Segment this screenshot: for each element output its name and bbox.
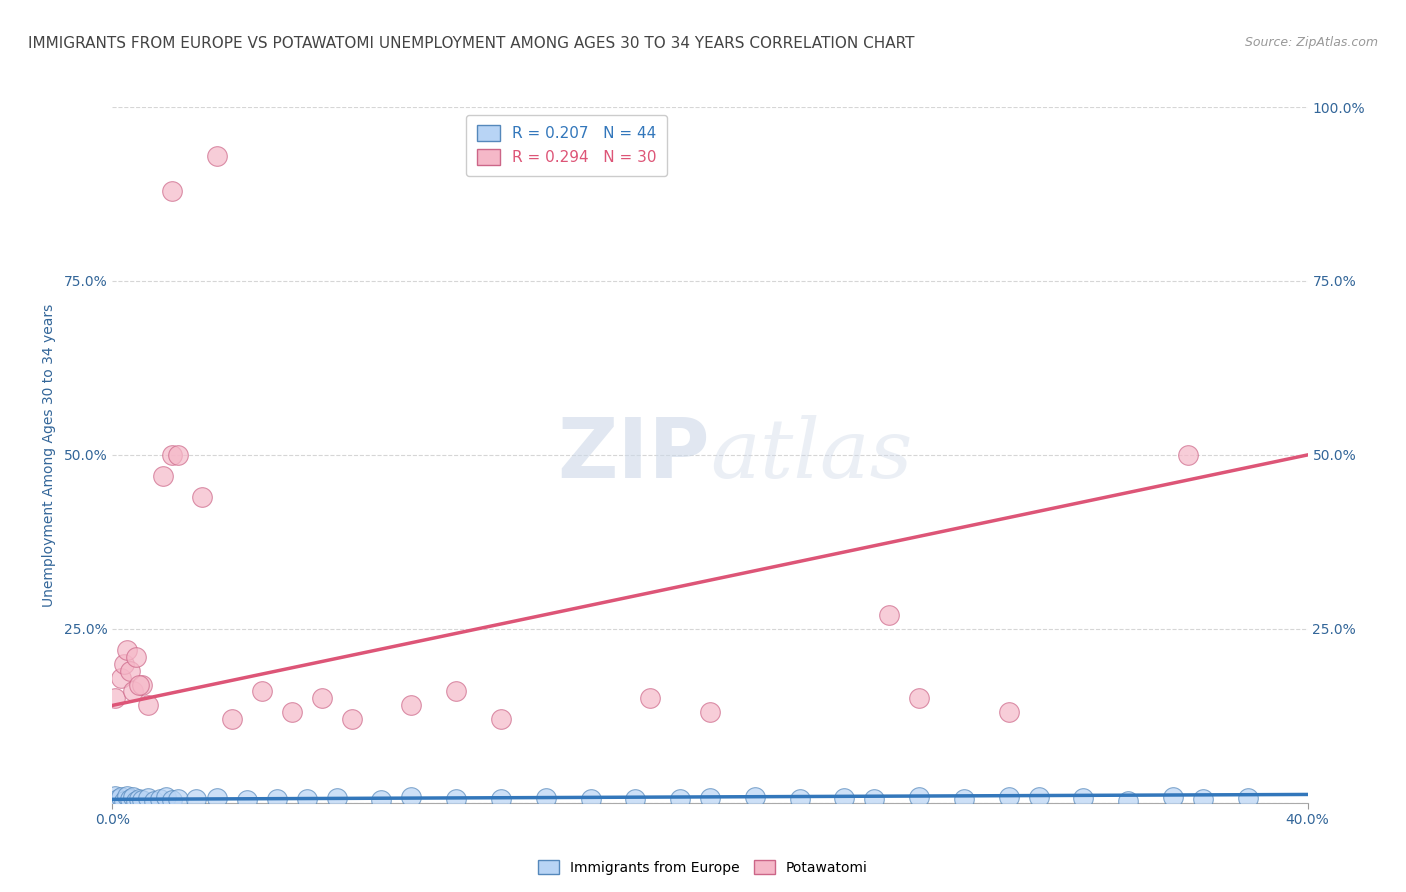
Point	[117, 789, 139, 803]
Point	[534, 791, 557, 805]
Point	[120, 664, 142, 678]
Point	[122, 790, 145, 805]
Point	[191, 490, 214, 504]
Point	[110, 671, 132, 685]
Point	[699, 706, 721, 720]
Point	[114, 657, 135, 671]
Point	[128, 677, 150, 691]
Legend: Immigrants from Europe, Potawatomi: Immigrants from Europe, Potawatomi	[533, 855, 873, 880]
Point	[489, 792, 512, 806]
Point	[624, 791, 647, 805]
Text: atlas: atlas	[710, 415, 912, 495]
Point	[138, 698, 160, 713]
Point	[444, 684, 467, 698]
Point	[908, 790, 931, 805]
Point	[236, 793, 259, 807]
Point	[120, 792, 142, 806]
Point	[266, 791, 288, 805]
Point	[834, 791, 856, 805]
Point	[162, 448, 183, 462]
Point	[908, 691, 931, 706]
Point	[401, 698, 423, 713]
Point	[104, 691, 127, 706]
Point	[162, 184, 183, 198]
Point	[149, 792, 172, 806]
Point	[131, 793, 153, 807]
Legend: R = 0.207   N = 44, R = 0.294   N = 30: R = 0.207 N = 44, R = 0.294 N = 30	[467, 115, 666, 176]
Point	[107, 792, 129, 806]
Point	[167, 791, 190, 805]
Text: IMMIGRANTS FROM EUROPE VS POTAWATOMI UNEMPLOYMENT AMONG AGES 30 TO 34 YEARS CORR: IMMIGRANTS FROM EUROPE VS POTAWATOMI UNE…	[28, 36, 915, 51]
Point	[104, 789, 127, 803]
Point	[699, 791, 721, 805]
Point	[1161, 790, 1184, 805]
Point	[155, 790, 177, 805]
Point	[110, 790, 132, 805]
Point	[640, 691, 662, 706]
Point	[370, 793, 392, 807]
Text: Source: ZipAtlas.com: Source: ZipAtlas.com	[1244, 36, 1378, 49]
Point	[114, 794, 135, 808]
Point	[579, 792, 602, 806]
Point	[205, 149, 228, 163]
Y-axis label: Unemployment Among Ages 30 to 34 years: Unemployment Among Ages 30 to 34 years	[42, 303, 55, 607]
Point	[953, 791, 976, 805]
Point	[1028, 789, 1050, 804]
Point	[125, 649, 148, 664]
Point	[444, 791, 467, 805]
Point	[143, 794, 166, 808]
Point	[311, 691, 333, 706]
Point	[131, 677, 153, 691]
Point	[340, 712, 363, 726]
Point	[325, 791, 347, 805]
Point	[125, 794, 148, 808]
Point	[117, 642, 139, 657]
Point	[1177, 448, 1199, 462]
Point	[1192, 791, 1215, 805]
Point	[295, 792, 318, 806]
Point	[152, 468, 174, 483]
Point	[998, 790, 1021, 805]
Point	[281, 706, 304, 720]
Point	[1073, 791, 1095, 805]
Point	[1118, 794, 1140, 808]
Text: ZIP: ZIP	[558, 415, 710, 495]
Point	[669, 792, 692, 806]
Point	[1237, 791, 1260, 805]
Point	[138, 791, 160, 805]
Point	[401, 790, 423, 805]
Point	[128, 791, 150, 805]
Point	[162, 793, 183, 807]
Point	[221, 712, 243, 726]
Point	[863, 791, 886, 805]
Point	[789, 791, 811, 805]
Point	[122, 684, 145, 698]
Point	[879, 607, 901, 622]
Point	[167, 448, 190, 462]
Point	[998, 706, 1021, 720]
Point	[744, 790, 766, 805]
Point	[250, 684, 273, 698]
Point	[489, 712, 512, 726]
Point	[186, 792, 208, 806]
Point	[205, 791, 228, 805]
